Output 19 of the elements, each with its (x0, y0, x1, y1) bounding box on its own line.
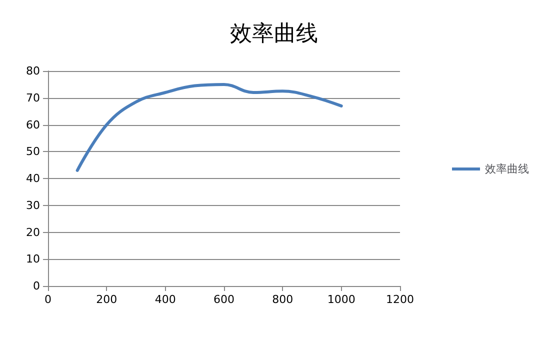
x-tick-label: 1200 (386, 293, 414, 306)
line-series (76, 82, 343, 172)
x-tick-label: 0 (44, 293, 52, 306)
y-tick-label: 50 (26, 145, 40, 158)
y-tick-label: 10 (26, 252, 40, 266)
y-tick-label: 70 (26, 91, 40, 104)
y-tick-label: 40 (26, 172, 40, 185)
x-tick-label: 400 (154, 293, 176, 306)
y-tick-label: 20 (26, 226, 40, 239)
x-tick-label: 200 (96, 293, 118, 306)
chart-title: 效率曲线 (230, 22, 318, 46)
y-tick-label: 0 (33, 280, 40, 292)
y-tick-label: 60 (26, 118, 40, 132)
y-tick-label: 80 (26, 64, 40, 78)
y-tick-label: 30 (26, 198, 40, 212)
legend-label: 效率曲线 (485, 162, 529, 176)
x-tick-label: 800 (272, 293, 294, 306)
x-tick-label: 600 (214, 293, 234, 306)
x-tick-label: 1000 (327, 293, 356, 306)
